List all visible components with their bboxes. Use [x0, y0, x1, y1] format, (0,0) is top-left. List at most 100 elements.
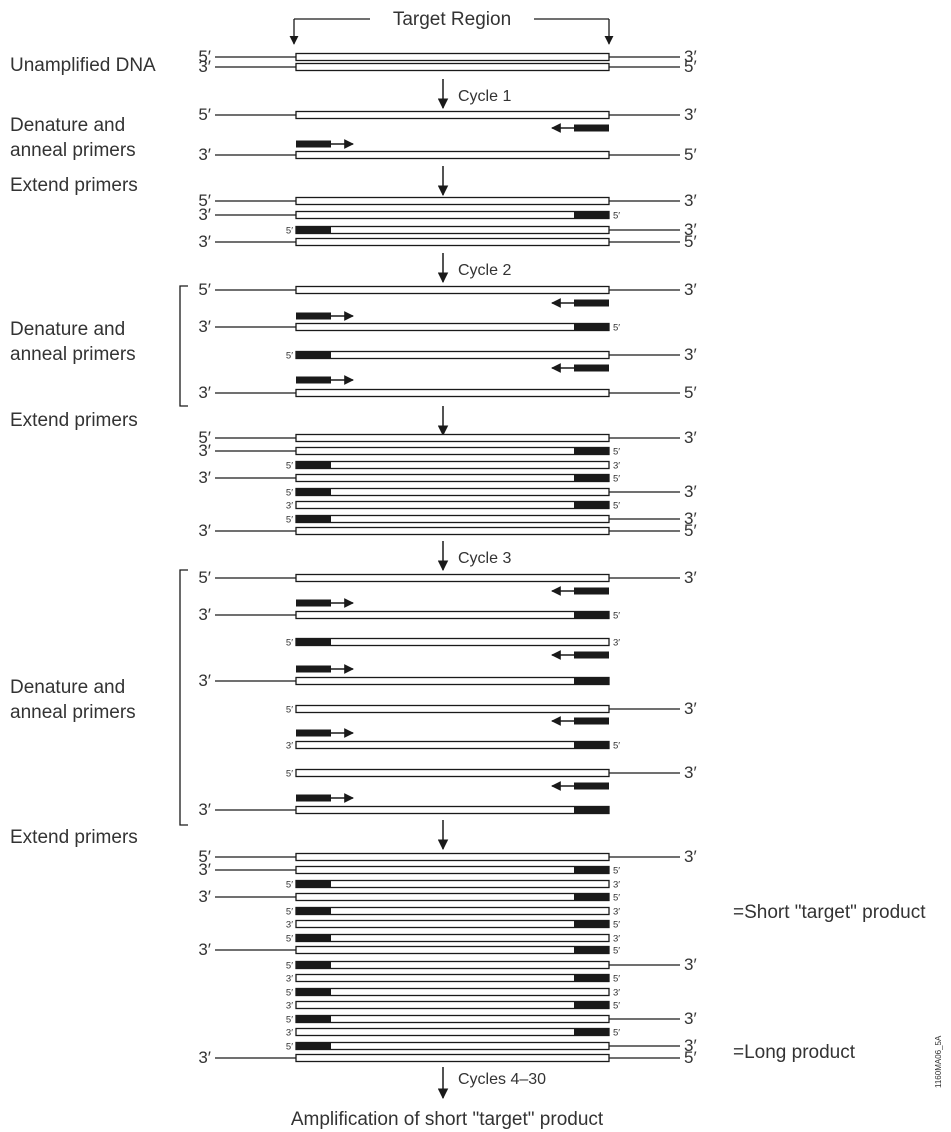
primer-left	[296, 515, 331, 523]
primer-right	[574, 893, 609, 901]
strand-end-right: 3′	[684, 568, 697, 587]
anneal-label-1: anneal primers	[10, 140, 136, 161]
strand-end-small-left: 5′	[286, 907, 293, 918]
strand-end-right: 3′	[684, 482, 697, 501]
free-primer-reverse	[574, 124, 609, 132]
primer-left	[296, 907, 331, 915]
strand-end-small-right: 5′	[613, 920, 620, 931]
cycles-4-30-label: Cycles 4–30	[458, 1071, 546, 1088]
strand-end-right: 5′	[684, 57, 697, 76]
primer-left	[296, 1015, 331, 1023]
target-segment	[295, 52, 610, 62]
target-segment	[295, 433, 610, 443]
primer-left	[296, 988, 331, 996]
strand-end-small-left: 3′	[286, 1001, 293, 1012]
figure-id: 1160MA06_5A	[934, 1035, 943, 1088]
free-primer-forward	[296, 729, 331, 737]
strand-end-small-left: 5′	[286, 880, 293, 891]
strand-end-left: 5′	[198, 105, 211, 124]
primer-right	[574, 501, 609, 509]
strand-end-small-left: 3′	[286, 741, 293, 752]
strand-end-right: 3′	[684, 191, 697, 210]
target-segment	[295, 610, 610, 620]
strand-end-small-left: 5′	[286, 769, 293, 780]
strand-end-small-left: 3′	[286, 501, 293, 512]
target-segment	[295, 500, 610, 510]
cycle-2-label: Cycle 2	[458, 262, 511, 279]
target-segment	[295, 973, 610, 983]
strand-end-right: 5′	[684, 1048, 697, 1067]
primer-right	[574, 611, 609, 619]
primer-right	[574, 1001, 609, 1009]
cycle-1-label: Cycle 1	[458, 88, 511, 105]
strand-end-right: 3′	[684, 1036, 697, 1055]
strand-end-small-right: 5′	[613, 323, 620, 334]
target-segment	[295, 514, 610, 524]
target-segment	[295, 1000, 610, 1010]
target-segment	[295, 1027, 610, 1037]
strand-end-small-right: 3′	[613, 934, 620, 945]
target-segment	[295, 1014, 610, 1024]
strand-end-small-right: 5′	[613, 1001, 620, 1012]
target-segment	[295, 960, 610, 970]
target-segment	[295, 676, 610, 686]
strand-end-right: 3′	[684, 509, 697, 528]
strand-end-small-left: 5′	[286, 351, 293, 362]
strand-end-small-right: 3′	[613, 638, 620, 649]
strand-end-small-right: 5′	[613, 974, 620, 985]
target-segment	[295, 865, 610, 875]
primer-left	[296, 880, 331, 888]
strand-end-right: 3′	[684, 280, 697, 299]
target-segment	[295, 852, 610, 862]
primer-left	[296, 1042, 331, 1050]
target-segment	[295, 487, 610, 497]
strand-end-small-left: 3′	[286, 920, 293, 931]
target-segment	[295, 210, 610, 220]
strand-end-right: 3′	[684, 105, 697, 124]
primer-left	[296, 934, 331, 942]
target-segment	[295, 110, 610, 120]
primer-left	[296, 961, 331, 969]
strand-end-left: 3′	[198, 317, 211, 336]
strand-end-small-left: 5′	[286, 638, 293, 649]
target-segment	[295, 446, 610, 456]
free-primer-forward	[296, 140, 331, 148]
strand-end-small-right: 5′	[613, 501, 620, 512]
target-segment	[295, 322, 610, 332]
strand-end-small-left: 5′	[286, 1042, 293, 1053]
target-segment	[295, 768, 610, 778]
strand-end-small-left: 5′	[286, 461, 293, 472]
cycle-3-label: Cycle 3	[458, 550, 511, 567]
target-segment	[295, 637, 610, 647]
target-segment	[295, 933, 610, 943]
denature-label-3: Denature and	[10, 677, 125, 698]
strand-end-small-right: 3′	[613, 461, 620, 472]
free-primer-forward	[296, 665, 331, 673]
strand-end-right: 5′	[684, 521, 697, 540]
primer-right	[574, 741, 609, 749]
strand-end-small-right: 5′	[613, 741, 620, 752]
strand-end-left: 3′	[198, 468, 211, 487]
target-segment	[295, 892, 610, 902]
strand-end-small-right: 5′	[613, 611, 620, 622]
target-segment	[295, 879, 610, 889]
strand-end-left: 3′	[198, 860, 211, 879]
strand-end-left: 5′	[198, 568, 211, 587]
free-primer-forward	[296, 376, 331, 384]
primer-right	[574, 806, 609, 814]
target-segment	[295, 919, 610, 929]
denature-label-1: Denature and	[10, 115, 125, 136]
strand-end-left: 3′	[198, 800, 211, 819]
target-segment	[295, 945, 610, 955]
strand-end-small-right: 3′	[613, 988, 620, 999]
target-segment	[295, 1041, 610, 1051]
target-segment	[295, 460, 610, 470]
strand-end-small-left: 3′	[286, 1028, 293, 1039]
strand-end-small-left: 5′	[286, 705, 293, 716]
free-primer-forward	[296, 599, 331, 607]
strand-end-small-right: 3′	[613, 907, 620, 918]
strand-end-small-left: 3′	[286, 974, 293, 985]
strand-end-small-left: 5′	[286, 226, 293, 237]
strand-end-left: 3′	[198, 887, 211, 906]
